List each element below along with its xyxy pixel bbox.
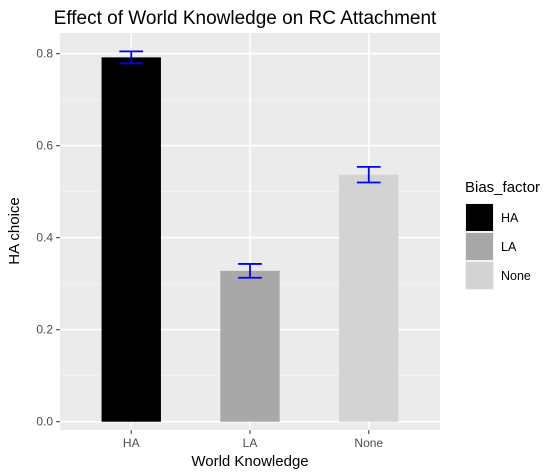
legend-title: Bias_factor (465, 179, 540, 196)
legend-label: LA (501, 240, 517, 254)
x-tick-label: HA (123, 436, 140, 450)
x-tick-label: None (354, 436, 383, 450)
legend-swatch-ha (466, 204, 493, 231)
bar-none (339, 174, 399, 422)
error-bar-ha (119, 50, 144, 65)
legend-label: None (501, 269, 531, 283)
x-axis-title: World Knowledge (191, 453, 308, 470)
bar-la (220, 270, 280, 422)
x-tick-label: LA (243, 436, 258, 450)
bar-ha (101, 57, 161, 422)
x-axis: HA LA None (123, 430, 383, 450)
error-bar-la (238, 263, 262, 279)
legend: Bias_factor HA LA None (465, 179, 540, 290)
legend-swatch-la (466, 233, 493, 260)
y-axis: 0.0 0.2 0.4 0.6 0.8 (36, 47, 60, 429)
y-tick-label: 0.2 (36, 323, 53, 337)
legend-swatch-none (466, 262, 493, 289)
legend-label: HA (501, 211, 519, 225)
y-tick-label: 0.8 (36, 47, 53, 61)
y-axis-title: HA choice (6, 197, 23, 265)
y-tick-label: 0.4 (36, 231, 53, 245)
y-tick-label: 0.6 (36, 139, 53, 153)
y-tick-label: 0.0 (36, 415, 53, 429)
error-bars (119, 50, 381, 279)
bars (101, 57, 399, 422)
chart-title: Effect of World Knowledge on RC Attachme… (54, 8, 437, 29)
error-bar-none (356, 165, 381, 184)
